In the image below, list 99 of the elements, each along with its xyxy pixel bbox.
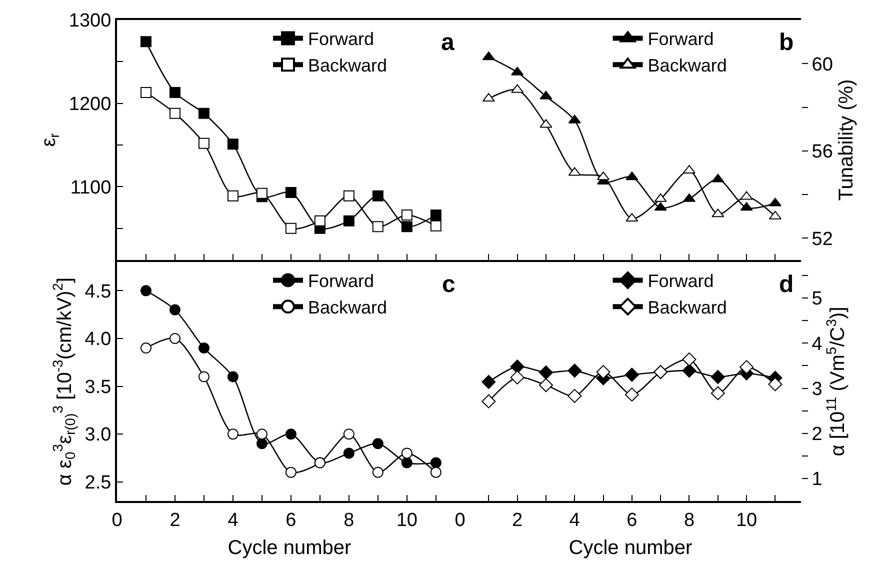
point [198,138,210,149]
annotation: c [442,271,456,298]
legend-label: Forward [308,29,374,50]
y-tick-label: 4.5 [84,281,112,302]
point [430,210,442,220]
point [169,304,180,316]
y-tick-label: 1100 [70,177,112,198]
point [140,285,152,296]
legend-label: Forward [308,271,374,292]
point [510,370,524,384]
point [285,187,296,198]
annotation: d [779,271,794,298]
y2-tick-label: 4 [812,334,823,355]
point [740,360,754,374]
point [285,466,296,478]
annotation: a [441,29,455,56]
point [285,222,296,234]
point [401,221,412,232]
point [682,364,696,378]
x-tick-label: 0 [112,510,122,531]
annotation: b [779,29,794,56]
point [169,87,180,98]
point [596,365,610,380]
x-axis-title: Cycle number [568,536,693,559]
x-tick-label: 6 [286,510,296,531]
x-tick-label: 6 [626,510,638,531]
y-tick-label: 3.0 [84,424,112,446]
point [538,365,553,380]
y2-tick-label: 3 [812,378,822,400]
point [256,188,268,199]
x-tick-label: 0 [454,510,466,531]
point [510,360,524,374]
point [140,87,152,98]
point [372,190,384,202]
point [198,371,210,382]
x-tick-label: 8 [684,510,695,531]
point [198,108,210,119]
point [372,438,384,450]
y-tick-label: 1300 [68,10,112,32]
point [169,332,180,344]
x-tick-label: 8 [344,510,354,531]
point [624,388,639,402]
point [430,220,442,232]
legend-label: Backward [308,56,388,76]
point [401,457,412,468]
point [768,377,782,392]
point [710,386,725,400]
point [140,342,152,354]
point [568,388,582,403]
point [227,138,238,150]
point [227,428,238,440]
x-tick-label: 10 [736,510,758,531]
legend-label: Forward [648,271,714,292]
y2-axis-title: Tunability (%) [835,79,858,201]
legend-label: Backward [308,298,388,318]
legend-label: Forward [648,29,714,50]
point [710,370,725,384]
point [343,428,354,440]
point [227,190,238,202]
point [624,368,639,382]
x-tick-label: 10 [396,510,418,531]
x-tick-label: 4 [228,510,239,531]
point [285,428,296,440]
point [372,221,384,232]
x-axis-title: Cycle number [228,536,352,559]
y-tick-label: 2.5 [84,472,112,494]
y2-tick-label: 2 [812,424,822,446]
point [401,210,412,220]
x-tick-label: 4 [569,510,580,531]
point [256,438,268,450]
point [314,215,326,226]
point [682,352,696,366]
point [482,394,496,408]
point [538,378,553,392]
legend-label: Backward [648,298,727,318]
x-tick-label: 2 [512,510,523,531]
point [343,215,354,226]
y2-tick-label: 52 [812,228,833,250]
point [372,466,384,478]
y2-tick-label: 1 [812,469,822,490]
y-tick-label: 1200 [68,94,112,115]
x-tick-label: 2 [170,510,180,531]
point [227,371,238,382]
point [482,374,496,389]
y-tick-label: 4.0 [84,329,112,350]
point [169,108,180,119]
legend-label: Backward [648,56,727,76]
point [401,448,412,459]
y2-tick-label: 56 [812,142,833,163]
point [430,457,442,468]
point [343,190,354,202]
y2-tick-label: 5 [812,288,822,310]
y-tick-label: 3.5 [84,376,112,398]
y2-tick-label: 60 [812,54,833,76]
point [343,448,354,459]
point [198,342,210,354]
point [568,364,582,378]
point [256,428,268,440]
point [140,36,152,48]
